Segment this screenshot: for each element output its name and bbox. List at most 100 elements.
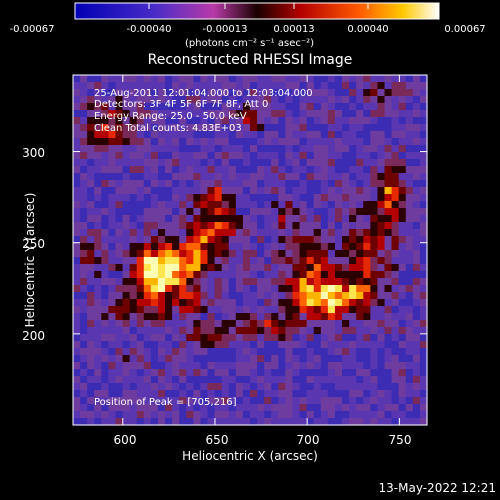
image-pixel: [228, 215, 237, 223]
image-pixel: [143, 194, 152, 202]
image-pixel: [136, 306, 145, 314]
image-pixel: [257, 215, 265, 223]
image-pixel: [179, 159, 187, 167]
image-pixel: [87, 152, 95, 160]
image-pixel: [264, 390, 272, 398]
image-pixel: [129, 376, 138, 384]
image-pixel: [200, 278, 209, 286]
image-pixel: [129, 250, 138, 258]
image-pixel: [186, 355, 194, 363]
image-pixel: [150, 117, 159, 125]
image-pixel: [179, 187, 187, 195]
image-pixel: [334, 355, 343, 363]
image-pixel: [320, 201, 329, 209]
image-pixel: [384, 376, 393, 384]
image-pixel: [108, 313, 117, 321]
image-pixel: [73, 117, 81, 125]
image-pixel: [412, 236, 421, 244]
image-pixel: [157, 327, 166, 335]
image-pixel: [80, 369, 88, 377]
image-pixel: [327, 355, 336, 363]
image-pixel: [94, 278, 102, 286]
image-pixel: [363, 362, 371, 370]
image-pixel: [285, 264, 294, 272]
image-pixel: [412, 390, 421, 398]
image-pixel: [257, 418, 265, 426]
image-pixel: [412, 376, 421, 384]
image-pixel: [165, 96, 173, 104]
image-pixel: [342, 103, 350, 111]
image-pixel: [391, 327, 400, 335]
image-pixel: [320, 411, 329, 419]
image-pixel: [356, 152, 364, 160]
image-pixel: [129, 96, 138, 104]
image-pixel: [342, 89, 350, 97]
image-pixel: [235, 369, 244, 377]
image-pixel: [228, 264, 237, 272]
image-pixel: [334, 397, 343, 405]
image-pixel: [179, 306, 187, 314]
image-pixel: [221, 404, 230, 412]
image-pixel: [349, 124, 357, 132]
image-pixel: [228, 166, 237, 174]
image-pixel: [228, 383, 237, 391]
image-pixel: [370, 327, 379, 335]
image-pixel: [384, 250, 393, 258]
image-pixel: [271, 75, 279, 83]
image-pixel: [228, 194, 237, 202]
image-pixel: [122, 278, 131, 286]
image-pixel: [157, 390, 166, 398]
image-pixel: [391, 236, 400, 244]
image-pixel: [115, 355, 124, 363]
image-pixel: [250, 236, 258, 244]
image-pixel: [235, 103, 244, 111]
image-pixel: [370, 208, 379, 216]
image-pixel: [306, 145, 315, 153]
colorbar-tick-label-2: -0.00013: [202, 24, 248, 35]
image-pixel: [349, 376, 357, 384]
image-pixel: [370, 117, 379, 125]
image-pixel: [320, 390, 329, 398]
image-pixel: [221, 397, 230, 405]
image-pixel: [186, 264, 194, 272]
image-pixel: [306, 173, 315, 181]
image-pixel: [242, 285, 251, 293]
image-pixel: [299, 306, 308, 314]
image-pixel: [285, 348, 294, 356]
image-pixel: [278, 278, 286, 286]
image-pixel: [391, 110, 400, 118]
image-pixel: [165, 299, 173, 307]
image-pixel: [165, 397, 173, 405]
image-pixel: [129, 194, 138, 202]
image-pixel: [264, 75, 272, 83]
image-pixel: [101, 383, 109, 391]
image-pixel: [221, 250, 230, 258]
image-pixel: [172, 369, 180, 377]
image-pixel: [136, 222, 145, 230]
image-pixel: [391, 278, 400, 286]
image-pixel: [87, 341, 95, 349]
image-pixel: [299, 243, 308, 251]
image-pixel: [200, 243, 209, 251]
image-pixel: [419, 411, 428, 419]
image-pixel: [80, 145, 88, 153]
image-pixel: [257, 271, 265, 279]
image-pixel: [94, 397, 102, 405]
image-pixel: [391, 306, 400, 314]
image-pixel: [221, 152, 230, 160]
image-pixel: [405, 208, 414, 216]
image-pixel: [193, 187, 202, 195]
image-pixel: [327, 285, 336, 293]
image-pixel: [306, 180, 315, 188]
image-pixel: [129, 404, 138, 412]
image-pixel: [193, 131, 202, 139]
image-pixel: [398, 299, 407, 307]
image-pixel: [412, 418, 421, 426]
image-pixel: [242, 355, 251, 363]
image-pixel: [157, 355, 166, 363]
image-pixel: [228, 187, 237, 195]
image-pixel: [235, 166, 244, 174]
image-pixel: [150, 243, 159, 251]
image-pixel: [214, 124, 223, 132]
image-pixel: [356, 418, 364, 426]
